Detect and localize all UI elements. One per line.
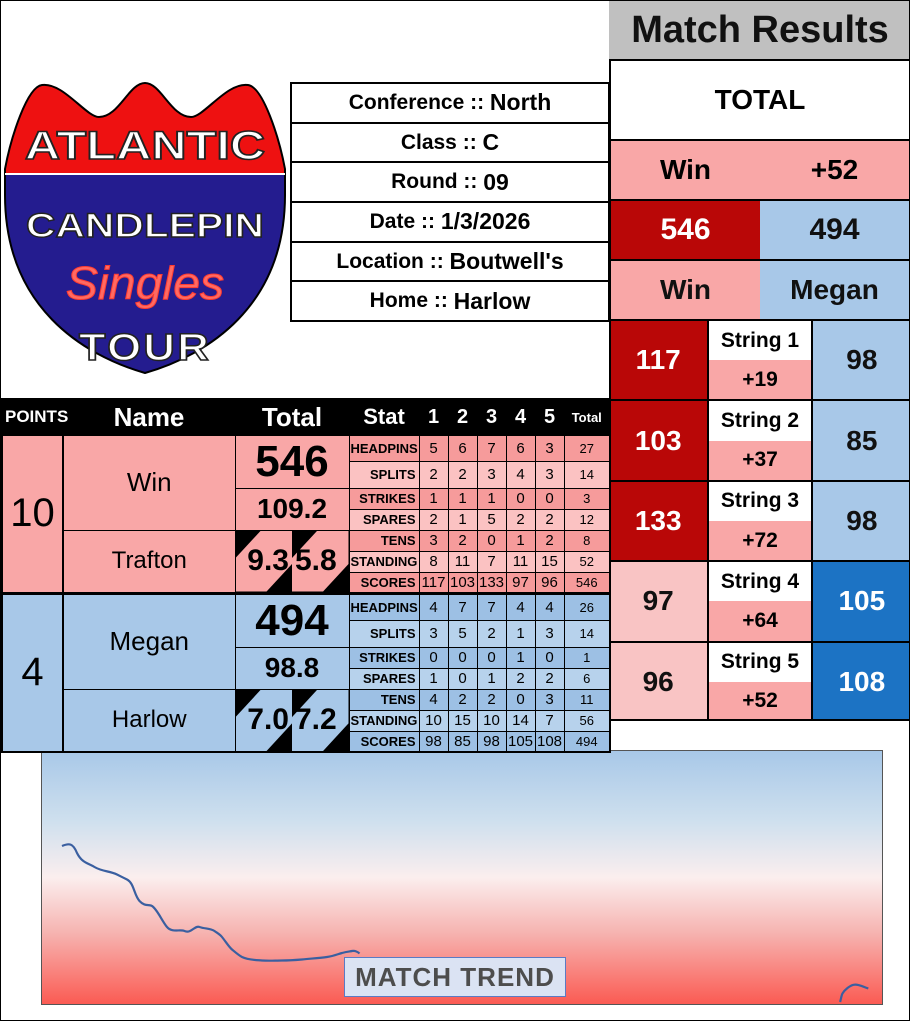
svg-text:CANDLEPIN: CANDLEPIN xyxy=(26,206,264,244)
svg-text:TOUR: TOUR xyxy=(79,326,211,369)
svg-text:Singles: Singles xyxy=(66,257,224,309)
svg-text:ATLANTIC: ATLANTIC xyxy=(25,124,265,168)
